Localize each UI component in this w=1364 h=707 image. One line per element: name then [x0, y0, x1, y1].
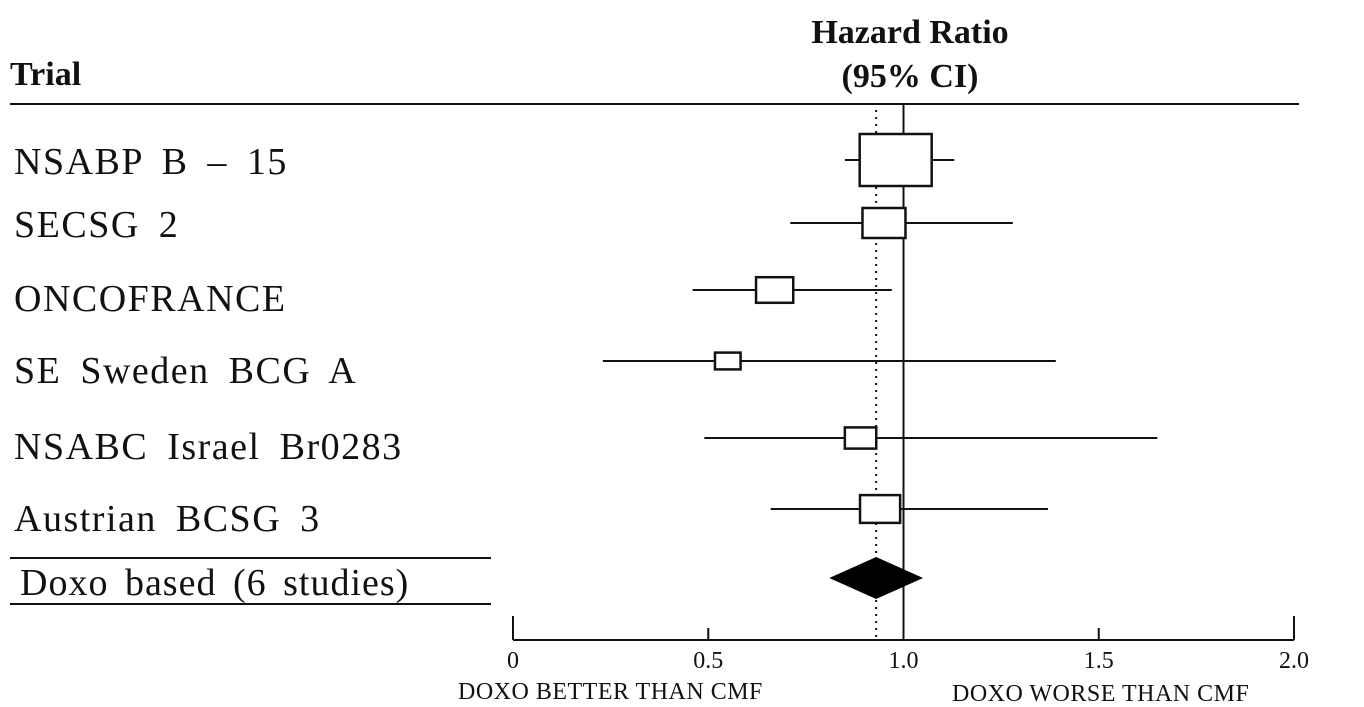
pooled-estimate-diamond — [829, 557, 924, 599]
x-tick-label: 1.0 — [889, 648, 919, 674]
confidence-interval-header: (95% CI) — [841, 58, 979, 95]
study-estimate-box — [858, 132, 933, 188]
x-tick-label: 0 — [507, 648, 519, 674]
study-estimate-box — [861, 206, 907, 240]
study-estimate-box — [843, 426, 878, 450]
x-tick-label: 2.0 — [1279, 648, 1309, 674]
trial-label: NSABC Israel Br0283 — [14, 426, 403, 468]
trial-label: SE Sweden BCG A — [14, 350, 358, 392]
left-axis-caption: DOXO BETTER THAN CMF — [458, 679, 763, 705]
study-estimate-box — [754, 275, 795, 305]
right-axis-caption: DOXO WORSE THAN CMF — [952, 681, 1250, 707]
trial-column-header: Trial — [10, 56, 82, 93]
hazard-ratio-header: Hazard Ratio — [811, 14, 1009, 51]
trial-label: Austrian BCSG 3 — [14, 498, 321, 540]
study-estimate-box — [858, 493, 902, 525]
x-tick-label: 0.5 — [693, 648, 723, 674]
study-estimate-box — [713, 351, 742, 371]
x-tick-label: 1.5 — [1084, 648, 1114, 674]
trial-label: NSABP B – 15 — [14, 141, 288, 183]
trial-label: ONCOFRANCE — [14, 278, 287, 320]
pooled-label: Doxo based (6 studies) — [20, 562, 410, 604]
trial-label: SECSG 2 — [14, 204, 180, 246]
